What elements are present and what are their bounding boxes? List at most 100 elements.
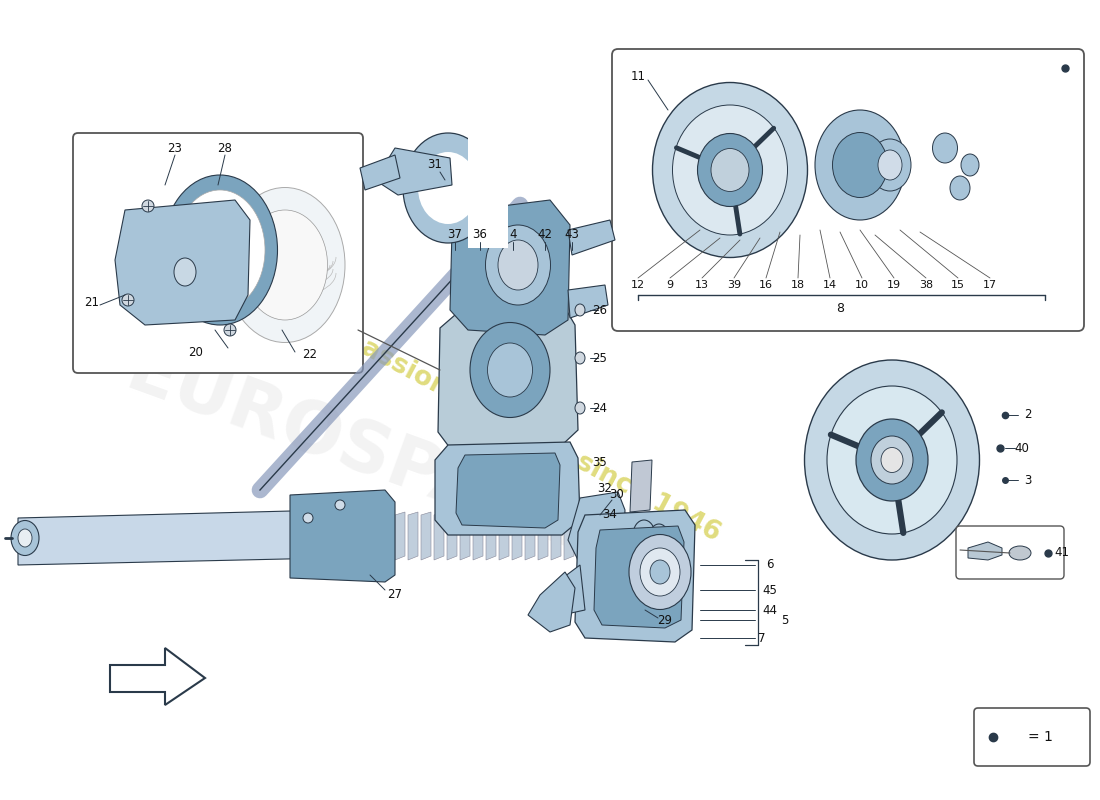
Ellipse shape — [632, 520, 654, 550]
Ellipse shape — [711, 149, 749, 191]
Text: 23: 23 — [167, 142, 183, 154]
Polygon shape — [18, 495, 370, 565]
Polygon shape — [568, 220, 615, 255]
Ellipse shape — [650, 560, 670, 584]
Polygon shape — [616, 512, 626, 560]
Ellipse shape — [242, 210, 328, 320]
Polygon shape — [456, 453, 560, 528]
Ellipse shape — [18, 529, 32, 547]
Polygon shape — [468, 128, 508, 248]
Ellipse shape — [452, 300, 568, 440]
Ellipse shape — [11, 521, 38, 555]
Polygon shape — [375, 148, 452, 195]
Text: 9: 9 — [667, 280, 673, 290]
Text: 32: 32 — [597, 482, 613, 494]
Text: 29: 29 — [658, 614, 672, 626]
Text: 41: 41 — [1055, 546, 1069, 559]
FancyBboxPatch shape — [73, 133, 363, 373]
Ellipse shape — [881, 447, 903, 473]
Polygon shape — [421, 512, 431, 560]
Polygon shape — [438, 308, 578, 448]
Polygon shape — [564, 512, 574, 560]
Text: = 1: = 1 — [1027, 730, 1053, 744]
Text: 30: 30 — [609, 489, 625, 502]
Polygon shape — [460, 512, 470, 560]
Polygon shape — [116, 200, 250, 325]
Ellipse shape — [418, 152, 478, 224]
Ellipse shape — [672, 105, 788, 235]
Text: 12: 12 — [631, 280, 645, 290]
FancyBboxPatch shape — [612, 49, 1084, 331]
Ellipse shape — [629, 534, 691, 610]
Text: 38: 38 — [918, 280, 933, 290]
Ellipse shape — [827, 386, 957, 534]
Polygon shape — [568, 285, 608, 318]
Text: 27: 27 — [387, 589, 403, 602]
Polygon shape — [594, 526, 684, 628]
Text: 5: 5 — [781, 614, 789, 626]
Text: 22: 22 — [302, 349, 318, 362]
Polygon shape — [578, 512, 587, 560]
Text: 40: 40 — [1014, 442, 1030, 454]
Ellipse shape — [575, 352, 585, 364]
Text: 14: 14 — [823, 280, 837, 290]
Polygon shape — [395, 512, 405, 560]
Ellipse shape — [871, 436, 913, 484]
Text: 8: 8 — [836, 302, 844, 314]
Ellipse shape — [487, 343, 532, 397]
Text: 19: 19 — [887, 280, 901, 290]
Polygon shape — [486, 512, 496, 560]
Ellipse shape — [697, 134, 762, 206]
Text: 2: 2 — [1024, 409, 1032, 422]
Ellipse shape — [950, 176, 970, 200]
Text: 7: 7 — [758, 631, 766, 645]
Polygon shape — [968, 542, 1002, 560]
Polygon shape — [568, 492, 625, 565]
Text: 15: 15 — [952, 280, 965, 290]
Ellipse shape — [1009, 546, 1031, 560]
Polygon shape — [450, 200, 570, 335]
Ellipse shape — [498, 240, 538, 290]
Polygon shape — [575, 510, 695, 642]
Ellipse shape — [226, 187, 345, 342]
Ellipse shape — [403, 133, 493, 243]
Text: EUROSPARES: EUROSPARES — [117, 336, 644, 584]
Text: 34: 34 — [603, 509, 617, 522]
Polygon shape — [550, 565, 585, 615]
Text: 16: 16 — [759, 280, 773, 290]
Polygon shape — [525, 512, 535, 560]
Ellipse shape — [933, 133, 957, 163]
Polygon shape — [538, 512, 548, 560]
Ellipse shape — [485, 225, 550, 305]
Ellipse shape — [640, 548, 680, 596]
Polygon shape — [590, 512, 600, 560]
Text: 31: 31 — [428, 158, 442, 171]
Polygon shape — [110, 648, 205, 705]
Text: 37: 37 — [448, 229, 462, 242]
Polygon shape — [630, 460, 652, 512]
Ellipse shape — [878, 150, 902, 180]
Ellipse shape — [122, 294, 134, 306]
Text: 26: 26 — [593, 303, 607, 317]
Text: 24: 24 — [593, 402, 607, 414]
Text: 42: 42 — [538, 229, 552, 242]
Text: 44: 44 — [762, 603, 778, 617]
Polygon shape — [603, 512, 613, 560]
Text: 28: 28 — [218, 142, 232, 154]
Text: 36: 36 — [473, 229, 487, 242]
Text: 17: 17 — [983, 280, 997, 290]
Text: 3: 3 — [1024, 474, 1032, 486]
Polygon shape — [360, 155, 400, 190]
Text: 11: 11 — [630, 70, 646, 82]
Polygon shape — [408, 512, 418, 560]
Ellipse shape — [961, 154, 979, 176]
Text: 43: 43 — [564, 229, 580, 242]
Polygon shape — [447, 512, 456, 560]
Polygon shape — [434, 512, 444, 560]
Polygon shape — [290, 490, 395, 582]
Text: 35: 35 — [593, 455, 607, 469]
FancyBboxPatch shape — [956, 526, 1064, 579]
Ellipse shape — [575, 304, 585, 316]
Ellipse shape — [336, 500, 345, 510]
Text: 39: 39 — [727, 280, 741, 290]
